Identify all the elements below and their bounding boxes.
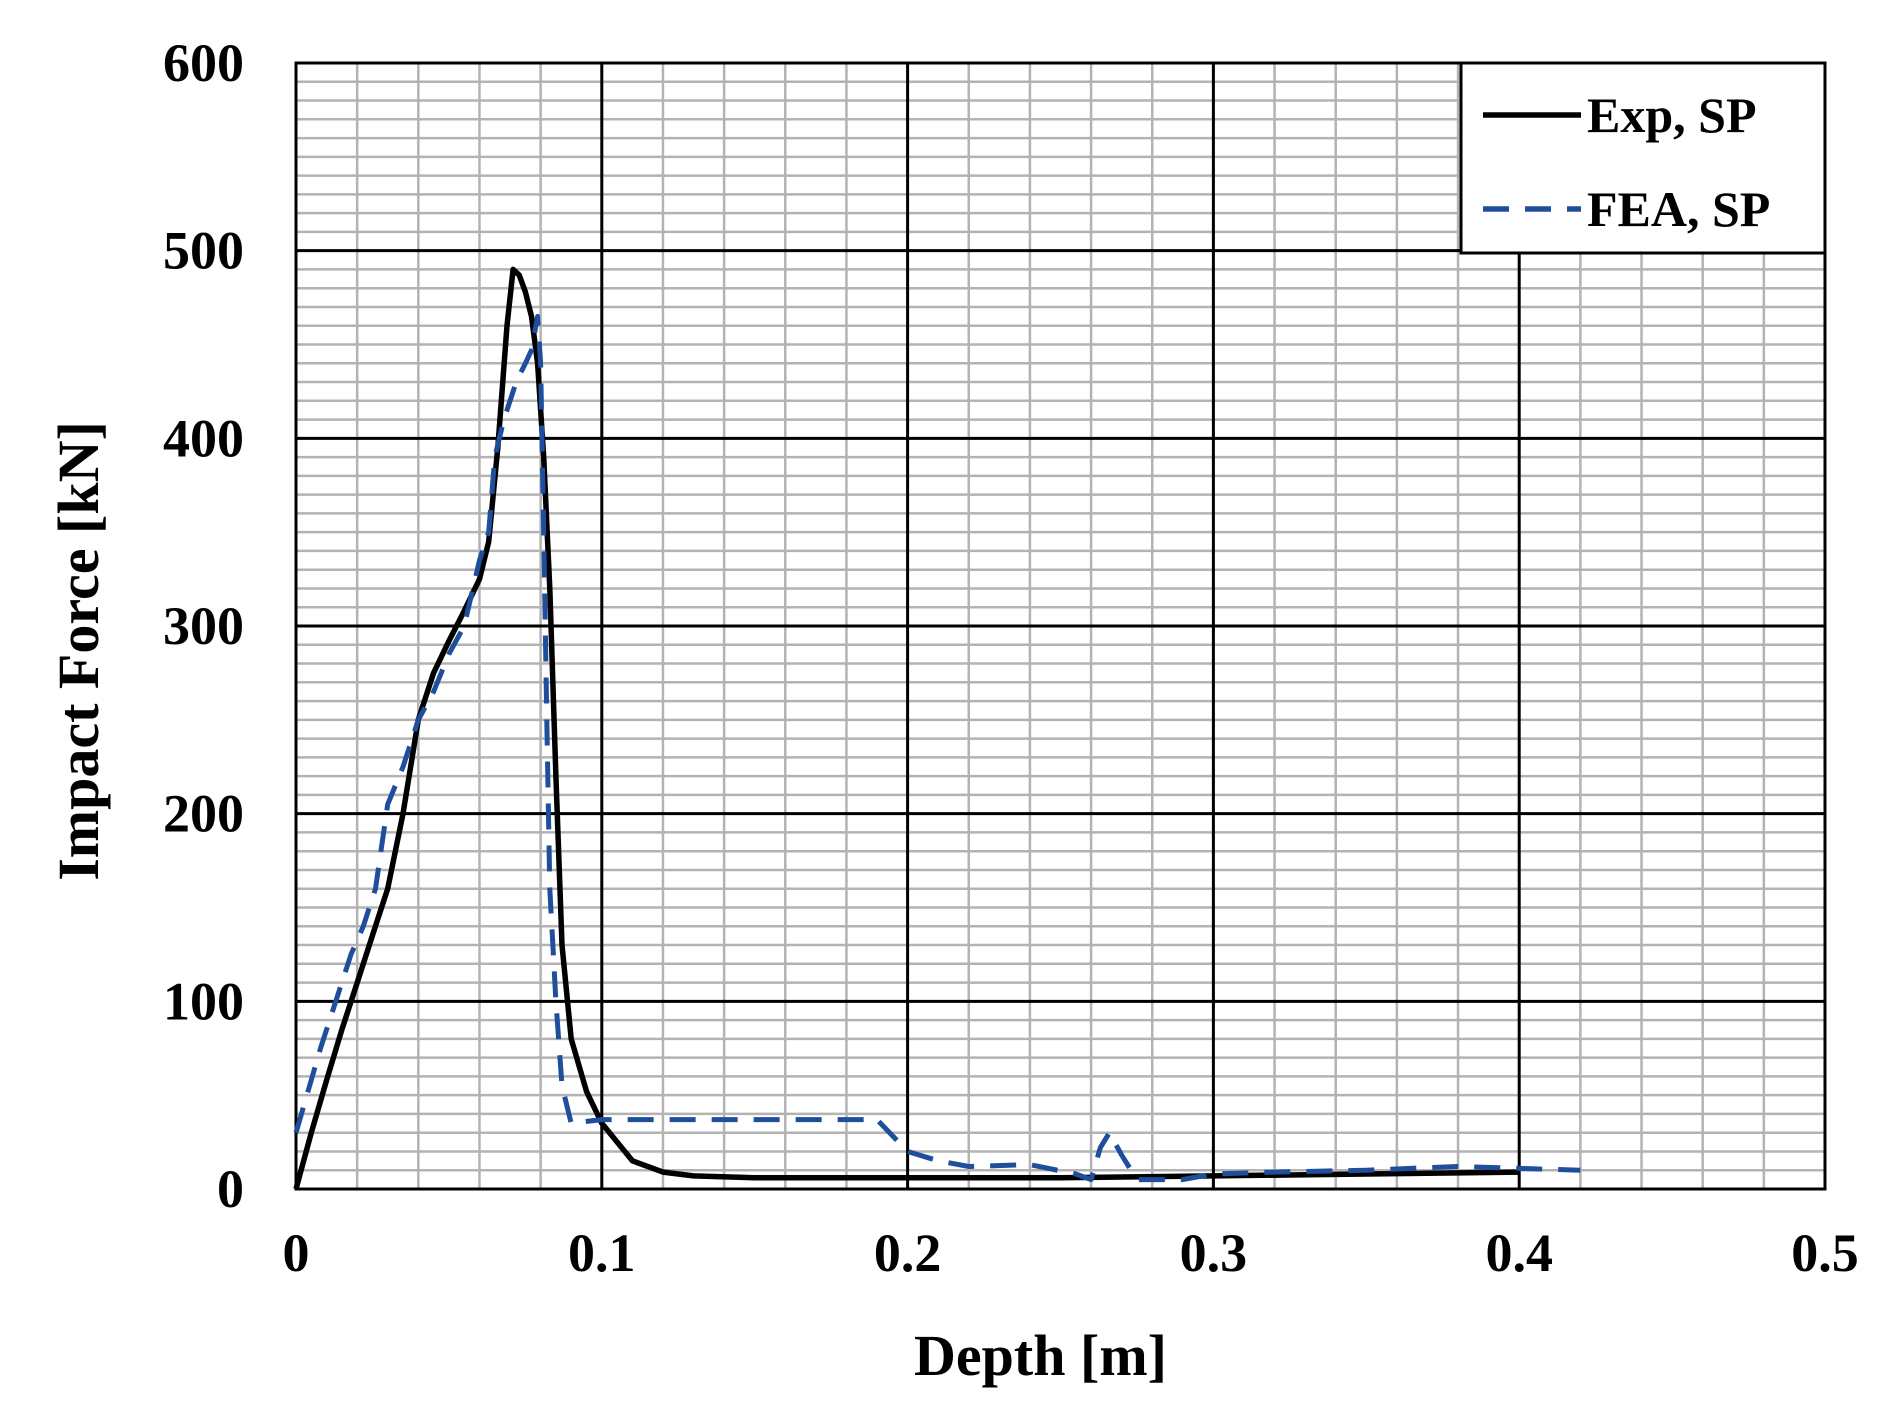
x-tick-label: 0.4 [1485, 1223, 1553, 1283]
series-line-fea-sp [293, 313, 1581, 1183]
y-tick-label: 200 [163, 784, 244, 844]
x-axis-title: Depth [m] [914, 1323, 1167, 1388]
legend: Exp, SP FEA, SP [1459, 61, 1827, 255]
x-tick-label: 0.2 [874, 1223, 942, 1283]
y-tick-label: 0 [217, 1159, 244, 1219]
series-layer [293, 266, 1581, 1190]
series-line-exp-sp [293, 266, 1520, 1190]
x-tick-label: 0.1 [568, 1223, 636, 1283]
x-tick-labels: 0 0.1 0.2 0.3 0.4 0.5 [283, 1223, 1859, 1283]
legend-label: Exp, SP [1587, 87, 1757, 143]
y-tick-labels: 0 100 200 300 400 500 600 [163, 33, 244, 1219]
x-tick-label: 0.5 [1791, 1223, 1859, 1283]
plot-area-border [294, 61, 1827, 1191]
y-axis-title: Impact Force [kN] [46, 421, 111, 881]
y-tick-label: 300 [163, 596, 244, 656]
y-tick-label: 600 [163, 33, 244, 93]
y-tick-label: 400 [163, 408, 244, 468]
y-tick-label: 100 [163, 971, 244, 1031]
legend-label: FEA, SP [1587, 181, 1770, 237]
x-tick-label: 0.3 [1180, 1223, 1248, 1283]
y-tick-label: 500 [163, 221, 244, 281]
x-tick-label: 0 [283, 1223, 310, 1283]
legend-box [1459, 61, 1827, 255]
